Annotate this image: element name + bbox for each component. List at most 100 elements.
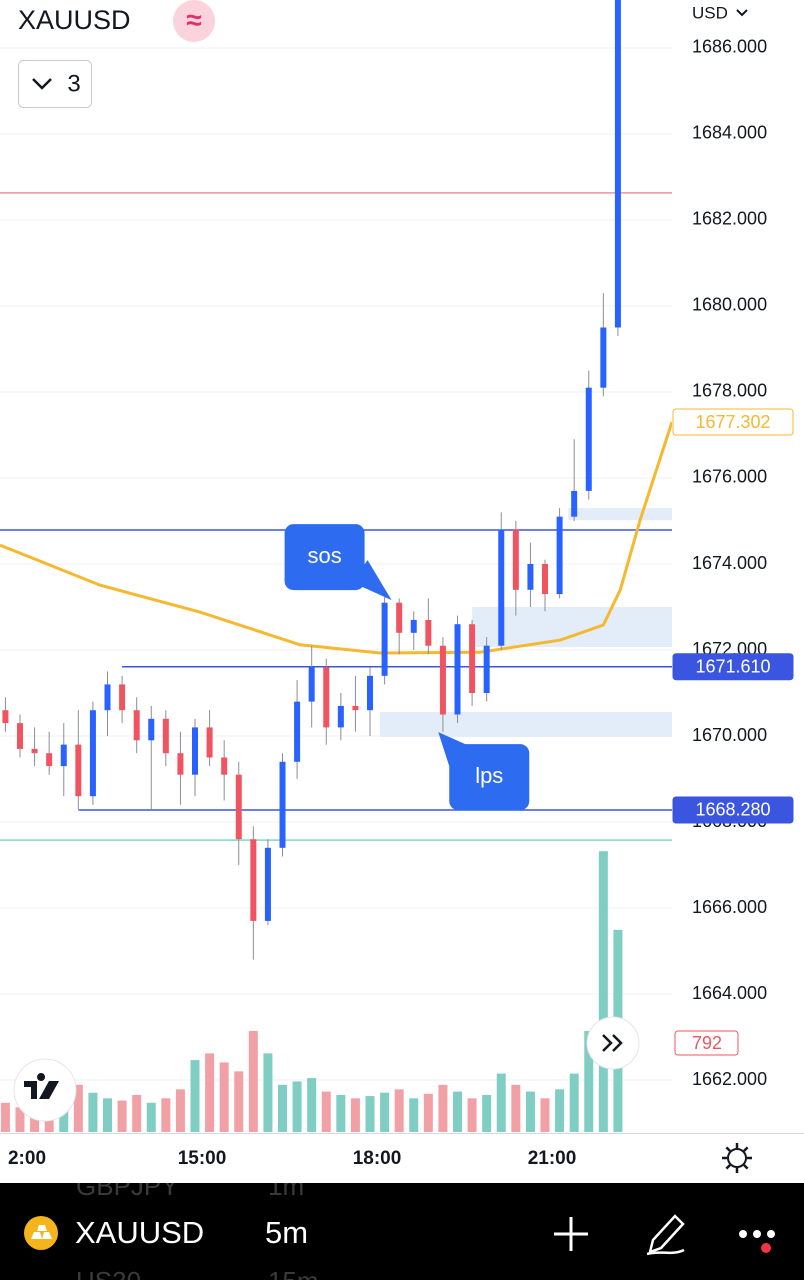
volume-bar — [555, 1089, 565, 1132]
candle-body — [571, 490, 578, 517]
time-axis: 2:00 15:00 18:00 21:00 — [8, 1148, 576, 1169]
volume-bar — [584, 1030, 594, 1132]
logo[interactable] — [13, 1058, 77, 1122]
candle-body — [46, 753, 53, 767]
level-label: 1668.280 — [695, 800, 770, 820]
indicator-toggle[interactable] — [18, 60, 92, 108]
symbol-icon — [24, 1216, 58, 1250]
y-tick-label: 1678.000 — [692, 381, 767, 401]
candle-body — [119, 684, 126, 711]
level-label-box — [672, 653, 794, 681]
candle-body — [279, 761, 286, 848]
plot-area: sos lps — [0, 0, 672, 1132]
menu-button[interactable] — [739, 1230, 775, 1253]
candle-body — [469, 624, 476, 694]
candle-body — [206, 727, 213, 758]
currency[interactable]: USD — [692, 3, 728, 22]
watchlist-interval[interactable]: 1m — [268, 1171, 304, 1201]
symbol-title[interactable]: XAUUSD — [18, 5, 131, 35]
y-tick-label: 1662.000 — [692, 1069, 767, 1089]
volume-bar — [423, 1093, 433, 1132]
ma-label: 1677.302 — [695, 412, 770, 432]
candle-body — [367, 675, 374, 711]
y-tick-label: 1674.000 — [692, 553, 767, 573]
scroll-to-latest[interactable] — [586, 1016, 640, 1070]
candle-body — [585, 387, 592, 491]
zone — [379, 711, 672, 737]
y-tick-label: 1664.000 — [692, 983, 767, 1003]
volume-bar — [394, 1089, 404, 1132]
badge-circle[interactable] — [173, 0, 215, 42]
bottom-interval[interactable]: 5m — [265, 1215, 308, 1250]
volume-bar — [511, 1084, 521, 1132]
volume-label-box — [674, 1030, 739, 1056]
candle-body — [133, 710, 140, 741]
indicator-count[interactable]: 3 — [67, 70, 80, 97]
watchlist-symbol[interactable]: US30 — [76, 1266, 141, 1280]
bottom-bar-content: GBPJPY 1m US30 15m — [76, 1171, 319, 1280]
volume-bar — [525, 1091, 535, 1132]
candle-body — [498, 529, 505, 646]
volume-bar — [117, 1100, 127, 1132]
volume-bar — [350, 1098, 360, 1132]
volume-bar — [540, 1098, 550, 1132]
bottom-symbol[interactable]: XAUUSD — [75, 1215, 204, 1250]
candle-body — [323, 667, 330, 728]
callout-box — [449, 744, 530, 811]
candle-body — [381, 602, 388, 676]
candle-body — [512, 529, 519, 590]
candle-body — [308, 667, 315, 702]
draw-button[interactable] — [646, 1214, 685, 1256]
candle-body — [542, 564, 549, 595]
watchlist-interval[interactable]: 15m — [268, 1266, 319, 1280]
candle-body — [600, 327, 607, 388]
zone — [568, 508, 672, 521]
level-label-box — [672, 796, 794, 824]
candle-body — [264, 847, 271, 921]
volume-bar — [175, 1089, 185, 1132]
candle-body — [556, 516, 563, 595]
volume-bar — [234, 1071, 244, 1132]
candle-body — [439, 645, 446, 715]
candle-body — [104, 684, 111, 711]
watchlist-symbol[interactable]: GBPJPY — [76, 1171, 179, 1201]
ma-label-box — [672, 408, 794, 436]
add-button[interactable] — [554, 1217, 588, 1251]
volume-bar — [190, 1060, 200, 1132]
candle-body — [192, 727, 199, 775]
callout-text: lps — [475, 763, 503, 788]
settings-button[interactable] — [722, 1143, 752, 1173]
volume-bar — [409, 1098, 419, 1132]
candle-body — [425, 619, 432, 646]
volume-bar — [146, 1102, 156, 1132]
volume-bar — [219, 1062, 229, 1132]
badge[interactable]: ≈ — [186, 4, 201, 35]
volume-bar — [88, 1092, 98, 1132]
volume-bar — [453, 1091, 463, 1132]
y-tick-label: 1670.000 — [692, 725, 767, 745]
volume-bar — [380, 1092, 390, 1132]
candle-body — [148, 718, 155, 741]
volume-bar — [292, 1081, 302, 1132]
candle-body — [31, 748, 38, 754]
volume-bar — [248, 1030, 258, 1132]
bottom-bar — [0, 1183, 804, 1280]
volume-bar — [321, 1091, 331, 1132]
y-tick-label: 1666.000 — [692, 897, 767, 917]
y-tick-label: 1680.000 — [692, 295, 767, 315]
candle-body — [75, 744, 82, 797]
candle-body — [250, 839, 257, 921]
zone — [472, 607, 672, 647]
callout-text: sos — [307, 543, 341, 568]
x-tick-label: 21:00 — [528, 1148, 577, 1169]
volume-bar — [278, 1084, 288, 1132]
volume-bar — [263, 1053, 273, 1132]
y-tick-label: 1686.000 — [692, 37, 767, 57]
candle-body — [221, 757, 228, 775]
callout-box — [284, 524, 365, 591]
y-tick-label: 1676.000 — [692, 467, 767, 487]
